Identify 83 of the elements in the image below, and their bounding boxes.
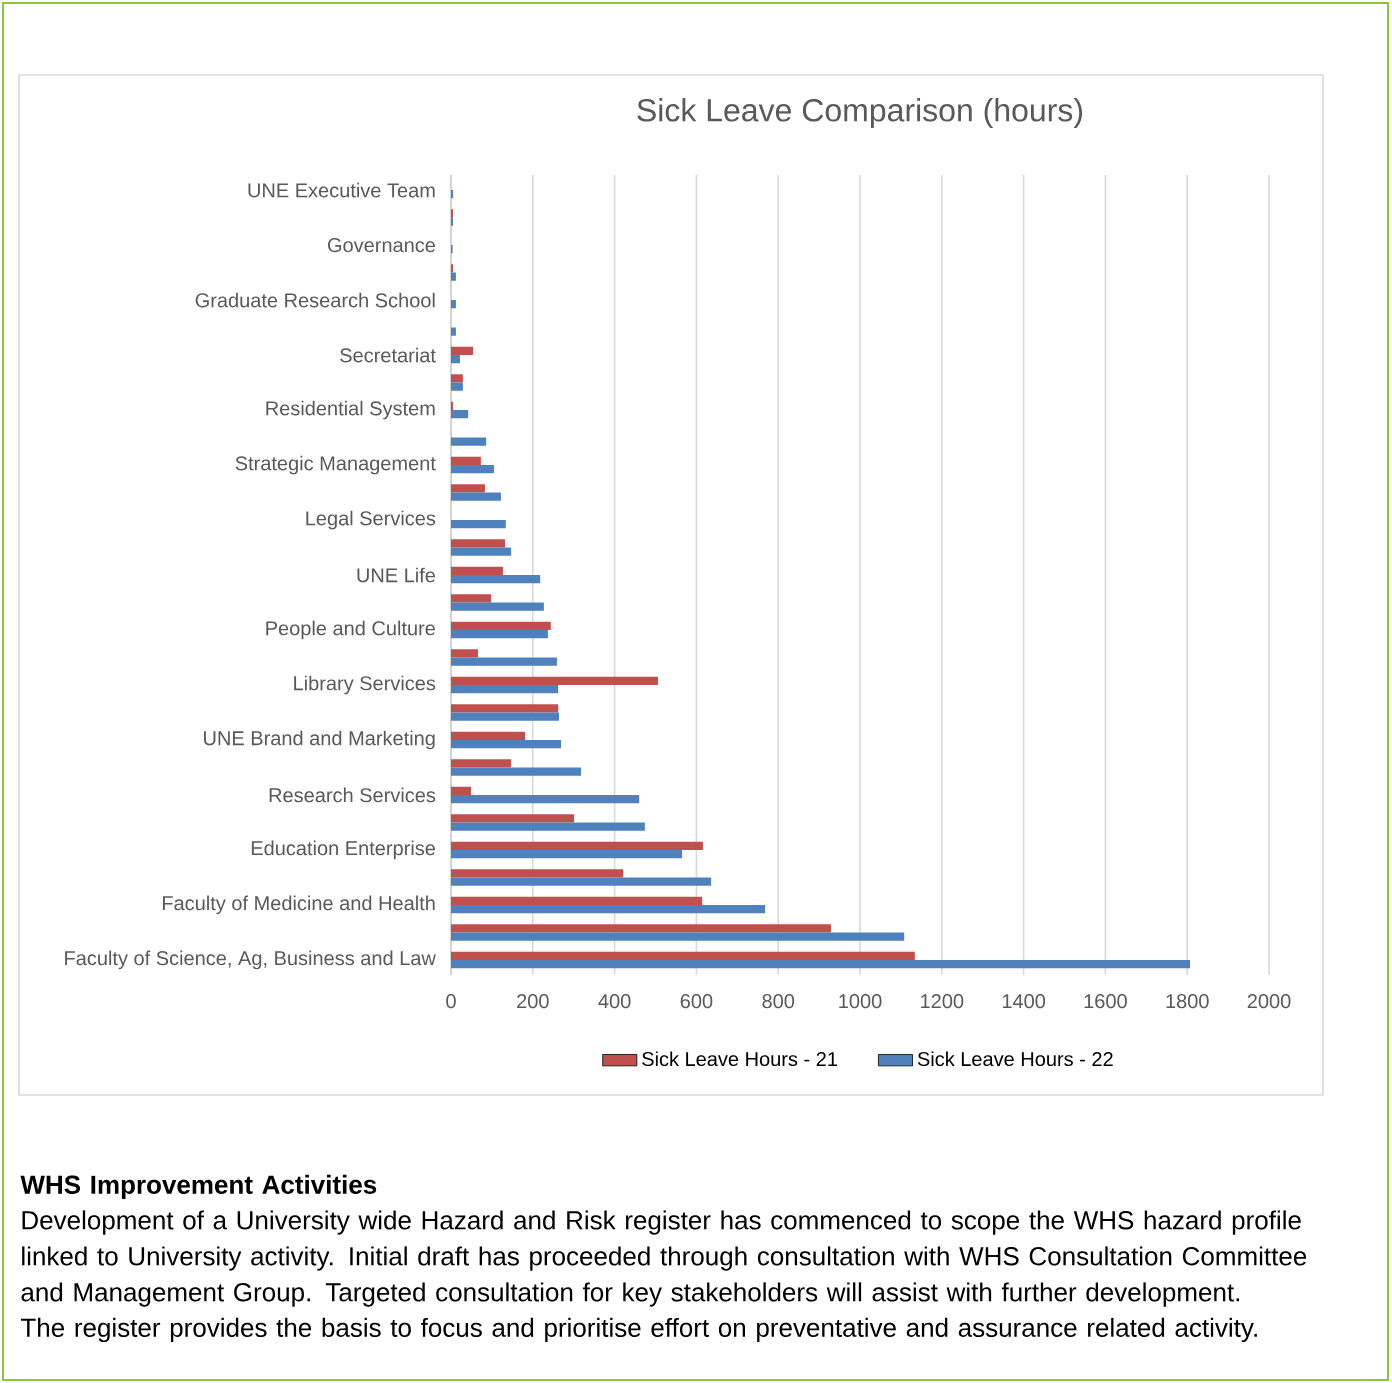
bar <box>451 594 492 603</box>
bar <box>451 794 640 804</box>
bar <box>451 300 456 309</box>
bar <box>451 924 831 933</box>
text: Development of a University wide Hazard and Risk register has commenced to scope the WHS hazard profile linked to University activity. Initial draft has proceeded through consultation with WHS Consultation Committee and Management Group. Targeted consultation for key stakeholders will assist with further development. <box>21 1210 1307 1307</box>
bar <box>451 382 463 391</box>
text: The register provides the basis to focus and prioritise effort on preventative and assurance related activity. <box>21 1317 1257 1343</box>
bar <box>451 355 460 364</box>
y-tick-label: Strategic Management <box>235 455 436 475</box>
bar <box>451 621 551 630</box>
bar <box>451 684 559 694</box>
text: WHS Improvement Activities <box>20 1174 377 1200</box>
x-tick-label: 200 <box>517 994 549 1009</box>
bar <box>451 374 463 383</box>
x-tick-label: 0 <box>446 994 456 1009</box>
bar <box>451 602 544 611</box>
x-tick-label: 1400 <box>1002 994 1046 1009</box>
bar <box>451 465 494 474</box>
x-tick-label: 800 <box>762 994 795 1009</box>
bar <box>451 566 503 575</box>
y-tick-label: Library Services <box>294 675 436 695</box>
x-tick-label: 1800 <box>1166 994 1209 1009</box>
bar <box>451 346 474 356</box>
bar <box>451 849 683 859</box>
legend-label: Sick Leave Hours - 22 <box>917 1051 1113 1067</box>
bar <box>451 676 658 685</box>
x-tick-label: 1000 <box>839 994 882 1009</box>
bar <box>451 896 703 905</box>
bar <box>451 520 506 529</box>
bar <box>451 484 485 493</box>
bar <box>451 629 548 639</box>
bar <box>451 822 645 831</box>
y-tick-label: People and Culture <box>266 620 435 640</box>
bar <box>451 712 559 721</box>
chart-title: Sick Leave Comparison (hours) <box>637 98 1082 128</box>
y-tick-label: Graduate Research School <box>195 292 435 308</box>
bar <box>451 959 1191 969</box>
bar <box>451 841 703 850</box>
bar <box>451 904 766 914</box>
x-tick-label: 1600 <box>1084 994 1127 1009</box>
y-tick-label: Legal Services <box>306 510 436 530</box>
y-tick-label: Education Enterprise <box>251 840 435 860</box>
x-tick-label: 600 <box>680 994 713 1009</box>
y-tick-label: Research Services <box>269 787 436 803</box>
y-tick-label: UNE Brand and Marketing <box>204 730 435 750</box>
bar <box>451 327 456 336</box>
y-tick-label: Faculty of Medicine and Health <box>162 895 435 915</box>
y-tick-label: UNE Executive Team <box>248 182 435 198</box>
bar <box>451 264 454 273</box>
bar <box>451 657 557 666</box>
bar <box>451 704 559 713</box>
bar <box>451 739 562 749</box>
bar <box>451 539 505 548</box>
bar <box>451 649 478 658</box>
bar <box>451 401 454 411</box>
legend-label: Sick Leave Hours - 21 <box>642 1051 837 1067</box>
x-tick-label: 1200 <box>921 994 964 1009</box>
y-tick-label: Secretariat <box>340 347 436 363</box>
x-tick-label: 400 <box>598 994 631 1009</box>
bar <box>451 814 575 823</box>
y-tick-label: Governance <box>327 238 436 253</box>
bar <box>451 731 526 740</box>
bar <box>451 575 541 584</box>
bar <box>451 272 456 281</box>
bar <box>451 456 481 466</box>
bar <box>451 877 712 886</box>
bar <box>451 209 454 218</box>
x-tick-label: 2000 <box>1247 994 1291 1009</box>
bar <box>451 869 624 878</box>
bar <box>451 437 487 446</box>
bar <box>451 951 915 960</box>
bar <box>451 759 512 768</box>
bar <box>451 190 454 199</box>
bar <box>451 547 512 556</box>
bar <box>451 932 905 941</box>
bar <box>451 786 472 795</box>
y-tick-label: Residential System <box>266 400 435 420</box>
bar <box>451 217 454 226</box>
bar <box>451 767 582 776</box>
y-tick-label: UNE Life <box>357 567 436 583</box>
y-tick-label: Faculty of Science, Ag, Business and Law <box>65 950 436 970</box>
bar <box>451 410 469 419</box>
bar <box>451 492 501 501</box>
